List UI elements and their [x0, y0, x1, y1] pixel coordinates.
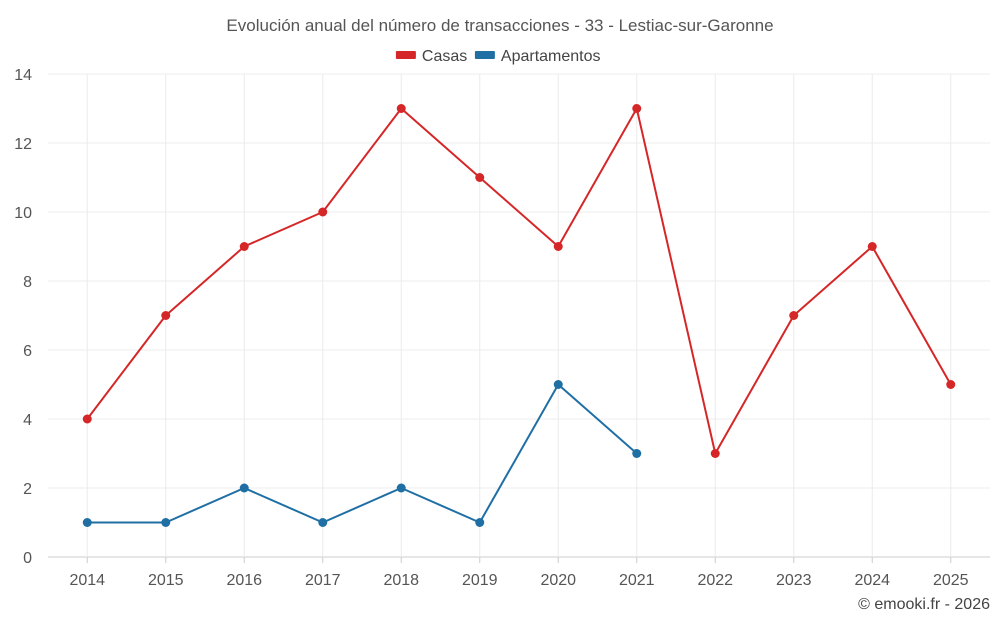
x-tick-label: 2015	[148, 572, 184, 589]
grid	[48, 73, 990, 558]
legend-label: Apartamentos	[501, 48, 601, 65]
x-tick-label: 2019	[462, 572, 498, 589]
legend-label: Casas	[422, 48, 467, 65]
y-tick-label: 0	[23, 550, 32, 567]
data-point-apartamentos[interactable]	[475, 518, 485, 527]
data-point-apartamentos[interactable]	[553, 380, 563, 389]
data-point-apartamentos[interactable]	[239, 483, 249, 493]
x-tick-label: 2025	[933, 572, 969, 589]
x-tick-label: 2016	[226, 572, 262, 589]
y-tick-label: 6	[23, 343, 32, 360]
y-tick-label: 8	[23, 274, 32, 291]
data-point-casas[interactable]	[632, 104, 642, 113]
legend-swatch	[474, 51, 495, 59]
data-point-casas[interactable]	[475, 173, 485, 182]
axes: 0 2 4 6 8 10 12 14 2014 2015 2016 2017 2018 2019 2020 2…	[14, 67, 968, 589]
data-point-apartamentos[interactable]	[632, 449, 642, 458]
data-point-apartamentos[interactable]	[396, 483, 406, 493]
x-tick-label: 2017	[305, 572, 341, 589]
credit-text: © emooki.fr - 2026	[858, 596, 990, 613]
data-point-casas[interactable]	[239, 242, 249, 251]
data-point-apartamentos[interactable]	[82, 518, 92, 527]
x-tick-label: 2020	[540, 572, 576, 589]
data-point-apartamentos[interactable]	[161, 518, 171, 527]
legend-item-casas[interactable]: Casas	[395, 48, 467, 65]
chart-title: Evolución anual del número de transaccio…	[226, 16, 773, 35]
data-point-casas[interactable]	[789, 311, 799, 320]
data-point-casas[interactable]	[710, 449, 720, 458]
x-tick-label: 2021	[619, 572, 655, 589]
x-tick-label: 2014	[69, 572, 105, 589]
x-tick-label: 2023	[776, 572, 812, 589]
legend: Casas Apartamentos	[395, 48, 601, 65]
series-line-apartamentos	[87, 383, 638, 524]
data-point-casas[interactable]	[396, 104, 406, 113]
data-point-casas[interactable]	[553, 242, 563, 251]
x-tick-label: 2024	[854, 572, 890, 589]
series-layer	[82, 104, 956, 527]
data-point-apartamentos[interactable]	[318, 518, 328, 527]
y-tick-label: 10	[14, 205, 32, 222]
data-point-casas[interactable]	[82, 414, 92, 424]
legend-swatch	[395, 51, 416, 59]
x-tick-label: 2022	[697, 572, 733, 589]
y-tick-label: 4	[23, 412, 32, 429]
y-tick-label: 12	[14, 136, 32, 153]
x-tick-label: 2018	[383, 572, 419, 589]
data-point-casas[interactable]	[867, 242, 877, 251]
y-tick-label: 14	[14, 67, 32, 84]
legend-item-apartamentos[interactable]: Apartamentos	[474, 48, 601, 65]
data-point-casas[interactable]	[161, 311, 171, 320]
data-point-casas[interactable]	[946, 380, 956, 389]
data-point-casas[interactable]	[318, 207, 328, 217]
series-line-casas	[86, 107, 952, 455]
y-tick-label: 2	[23, 481, 32, 498]
